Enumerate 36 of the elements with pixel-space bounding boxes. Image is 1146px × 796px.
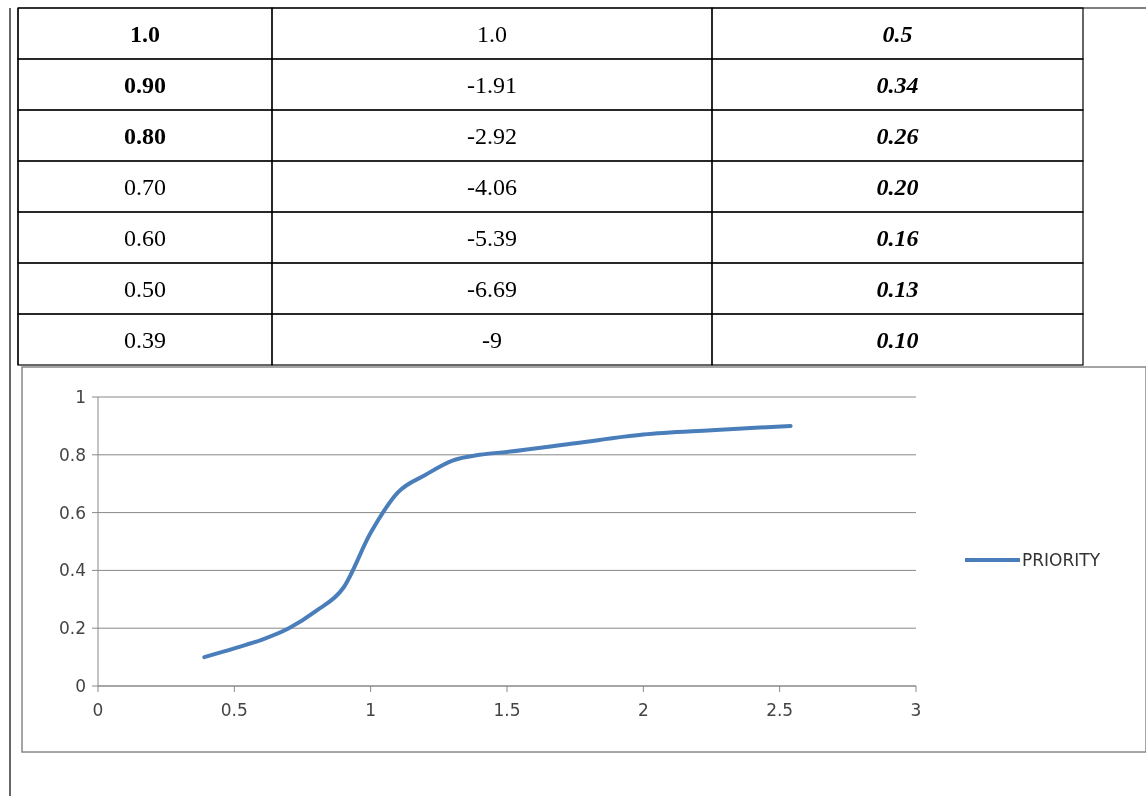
text: 0.39 (124, 326, 166, 353)
text: 1.0 (477, 20, 507, 47)
line-series (202, 423, 793, 660)
x-tick-label: 1.5 (493, 700, 521, 720)
y-tick-label: 1 (75, 387, 86, 407)
y-tick-label: 0.4 (58, 560, 86, 581)
text: -6.69 (467, 275, 517, 302)
x-tick-label: 2 (637, 700, 649, 720)
text: -5.39 (467, 224, 517, 251)
x-tick-label: 0 (92, 700, 104, 720)
text: 0.70 (124, 173, 166, 200)
text: 0.26 (876, 122, 919, 149)
text: 0.13 (876, 275, 919, 302)
text: -1.91 (467, 71, 517, 98)
y-tick-label: 0.2 (58, 618, 86, 639)
text: 0.5 (882, 20, 913, 47)
text: -4.06 (467, 173, 517, 200)
y-tick-label: 0.6 (58, 502, 86, 523)
text: 0.80 (124, 122, 166, 149)
x-tick-label: 2.5 (766, 700, 794, 720)
text: 0.20 (876, 173, 919, 200)
text: 0.16 (876, 224, 919, 251)
x-tick-label: 1 (365, 700, 377, 720)
text: 1.0 (130, 20, 160, 47)
text: -9 (482, 326, 502, 353)
text: 0.90 (124, 71, 166, 98)
x-tick-label: 3 (910, 700, 922, 720)
text: 0.10 (876, 326, 919, 353)
y-tick-label: 0.8 (58, 444, 86, 465)
text: 0.60 (124, 224, 166, 251)
text: 0.34 (876, 71, 919, 98)
y-tick-label: 0 (75, 676, 86, 696)
x-tick-label: 0.5 (220, 700, 248, 720)
legend-label: PRIORITY (1022, 550, 1101, 570)
text: -2.92 (467, 122, 517, 149)
text: 0.50 (124, 275, 166, 302)
